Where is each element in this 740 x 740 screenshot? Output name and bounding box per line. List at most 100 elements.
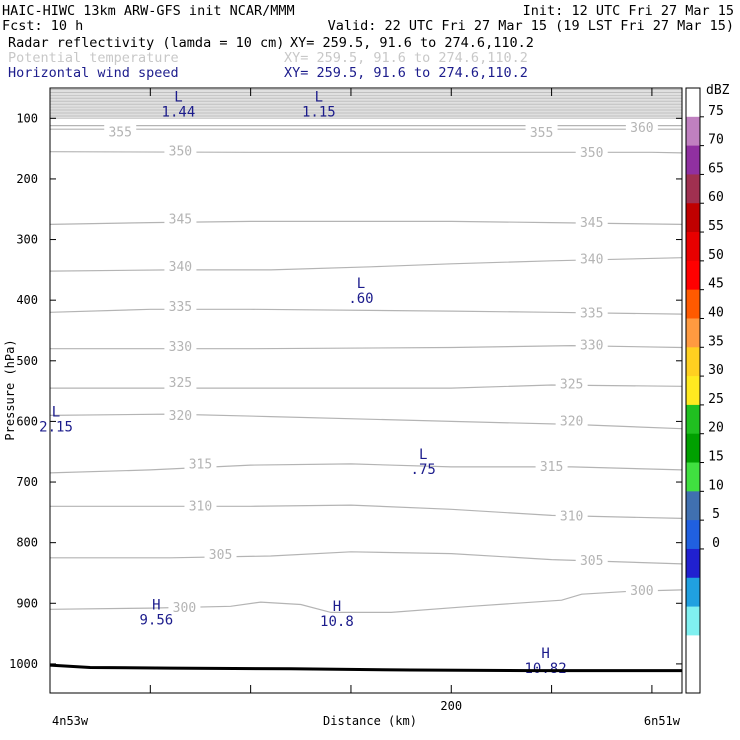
theta-label-background	[625, 120, 658, 135]
wind-low-marker: L	[315, 89, 323, 105]
theta-label-310: 310	[560, 510, 583, 525]
x-axis-start-label: 4n53w	[52, 714, 89, 728]
wind-extremum-value: 1.44	[162, 104, 196, 120]
theta-label-330: 330	[169, 340, 192, 355]
theta-label-background	[104, 124, 137, 139]
y-tick-label: 100	[16, 111, 38, 125]
colorbar-label: 30	[708, 363, 724, 378]
theta-label-background	[525, 124, 558, 139]
theta-label-background	[164, 298, 197, 313]
wind-extremum-value: .75	[411, 462, 436, 478]
colorbar-label: 65	[708, 161, 724, 176]
colorbar-swatch	[686, 203, 700, 233]
terrain-surface-line	[49, 663, 682, 673]
y-tick-label: 600	[16, 414, 38, 428]
theta-label-335: 335	[169, 300, 192, 315]
theta-label-340: 340	[169, 260, 192, 275]
theta-label-background	[535, 458, 568, 473]
colorbar-swatch	[686, 260, 700, 291]
wind-extremum-value: 9.56	[139, 612, 173, 628]
wind-low-marker: L	[174, 89, 182, 105]
colorbar-swatch	[686, 318, 700, 348]
theta-label-345: 345	[169, 213, 192, 228]
theta-label-background	[168, 600, 201, 615]
field-reflectivity-name: Radar reflectivity (lamda = 10 cm)	[8, 35, 284, 51]
colorbar-label: 25	[708, 392, 724, 407]
y-tick-label: 400	[16, 293, 38, 307]
colorbar-label: 35	[708, 334, 724, 349]
colorbar-swatch	[686, 174, 700, 204]
colorbar-swatch	[686, 491, 700, 521]
wind-high-marker: H	[541, 646, 549, 662]
colorbar-label: 70	[708, 133, 724, 148]
theta-label-340: 340	[580, 253, 603, 268]
theta-label-background	[575, 144, 608, 159]
wind-low-marker: L	[419, 447, 427, 463]
theta-label-background	[164, 211, 197, 226]
y-tick-label: 900	[16, 596, 38, 610]
theta-label-320: 320	[560, 414, 583, 429]
field-theta-xy: XY= 259.5, 91.6 to 274.6,110.2	[284, 50, 528, 66]
theta-label-345: 345	[580, 216, 603, 231]
colorbar-label: 50	[708, 248, 724, 263]
theta-label-305: 305	[580, 554, 603, 569]
wind-high-marker: H	[152, 597, 160, 613]
colorbar-label: 5	[712, 507, 720, 522]
theta-label-background	[184, 498, 217, 513]
theta-label-325: 325	[169, 376, 192, 391]
theta-label-background	[164, 407, 197, 422]
colorbar-label: 20	[708, 421, 724, 436]
y-tick-label: 700	[16, 475, 38, 489]
theta-label-background	[575, 251, 608, 266]
theta-contour-315	[49, 463, 683, 474]
colorbar-label: 0	[712, 536, 720, 551]
y-tick-label: 1000	[9, 657, 38, 671]
field-theta-name: Potential temperature	[8, 50, 179, 66]
theta-contour-335	[49, 308, 683, 315]
y-tick-label: 500	[16, 354, 38, 368]
theta-label-330: 330	[580, 339, 603, 354]
theta-label-background	[164, 258, 197, 273]
colorbar-label: 45	[708, 277, 724, 292]
theta-label-background	[555, 508, 588, 523]
theta-label-355: 355	[530, 126, 553, 141]
theta-contour-320	[49, 413, 683, 430]
theta-label-350: 350	[169, 145, 192, 160]
theta-label-315: 315	[540, 460, 563, 475]
colorbar-swatch	[686, 145, 700, 175]
upper-level-contour-band	[50, 87, 682, 119]
colorbar-swatch	[686, 232, 700, 262]
colorbar-unit: dBZ	[706, 83, 730, 98]
theta-label-350: 350	[580, 146, 603, 161]
colorbar-swatch	[686, 88, 700, 118]
wind-high-marker: H	[333, 599, 341, 615]
theta-contours	[49, 125, 683, 613]
y-axis-title: Pressure (hPa)	[3, 339, 17, 440]
wind-extremum-value: 10.82	[524, 661, 566, 677]
header-valid-time: Valid: 22 UTC Fri 27 Mar 15 (19 LST Fri …	[328, 18, 734, 34]
y-tick-label: 300	[16, 233, 38, 247]
colorbar-swatch	[686, 116, 700, 147]
theta-label-background	[184, 456, 217, 471]
theta-contour-300	[49, 589, 683, 613]
colorbar-label: 75	[708, 104, 724, 119]
y-axis-ticks: 100 200 300 400 500 600 700 800 900 1000	[9, 111, 682, 671]
theta-label-background	[204, 546, 237, 561]
field-wind-xy: XY= 259.5, 91.6 to 274.6,110.2	[284, 65, 528, 81]
theta-label-background	[555, 413, 588, 428]
theta-contour-310	[50, 504, 683, 519]
theta-contour-305	[50, 551, 683, 565]
colorbar-swatch	[686, 664, 700, 694]
theta-label-background	[164, 375, 197, 390]
colorbar-swatch	[686, 289, 700, 319]
colorbar-swatch	[686, 635, 700, 665]
theta-contour-345	[49, 220, 683, 225]
header-init-time: Init: 12 UTC Fri 27 Mar 15	[523, 3, 734, 19]
colorbar-swatch	[686, 404, 700, 435]
theta-label-325: 325	[560, 377, 583, 392]
wind-low-marker: L	[357, 276, 365, 292]
theta-label-background	[575, 215, 608, 230]
